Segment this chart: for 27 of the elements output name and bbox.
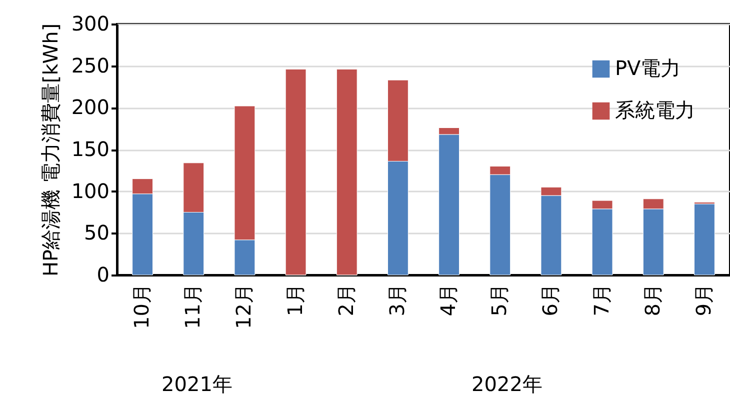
y-tick-label: 50 — [84, 220, 110, 245]
x-tick-label: 12月 — [232, 284, 256, 329]
x-tick-label: 7月 — [589, 284, 614, 316]
x-tick-label: 6月 — [538, 284, 562, 316]
x-tick-label: 5月 — [487, 284, 512, 316]
y-tick-label: 200 — [71, 95, 110, 120]
y-tick-label: 100 — [71, 178, 110, 203]
y-tick-label: 250 — [71, 53, 110, 78]
bar — [285, 68, 306, 276]
x-tick-label: 3月 — [384, 284, 409, 316]
x-tick-label: 9月 — [691, 284, 716, 316]
y-tick-label: 0 — [96, 262, 110, 286]
x-tick-label: 8月 — [640, 284, 664, 316]
x-tick-label: 1月 — [282, 284, 307, 316]
bar — [336, 68, 358, 276]
x-tick-label: 11月 — [180, 284, 205, 329]
y-tick-label: 300 — [71, 12, 110, 36]
y-tick-label: 150 — [71, 137, 110, 161]
x-tick-label: 4月 — [436, 284, 460, 316]
y-axis-title: HP給湯機 電力消費量[kWh] — [38, 23, 62, 277]
text: 2021年 — [162, 372, 232, 396]
x-tick-label: 10月 — [130, 284, 154, 329]
legend-label: PV電力 — [615, 56, 681, 80]
bar — [694, 204, 715, 276]
text: 2022年 — [472, 372, 542, 396]
x-tick-label: 2月 — [334, 284, 358, 316]
legend-label: 系統電力 — [615, 98, 695, 122]
